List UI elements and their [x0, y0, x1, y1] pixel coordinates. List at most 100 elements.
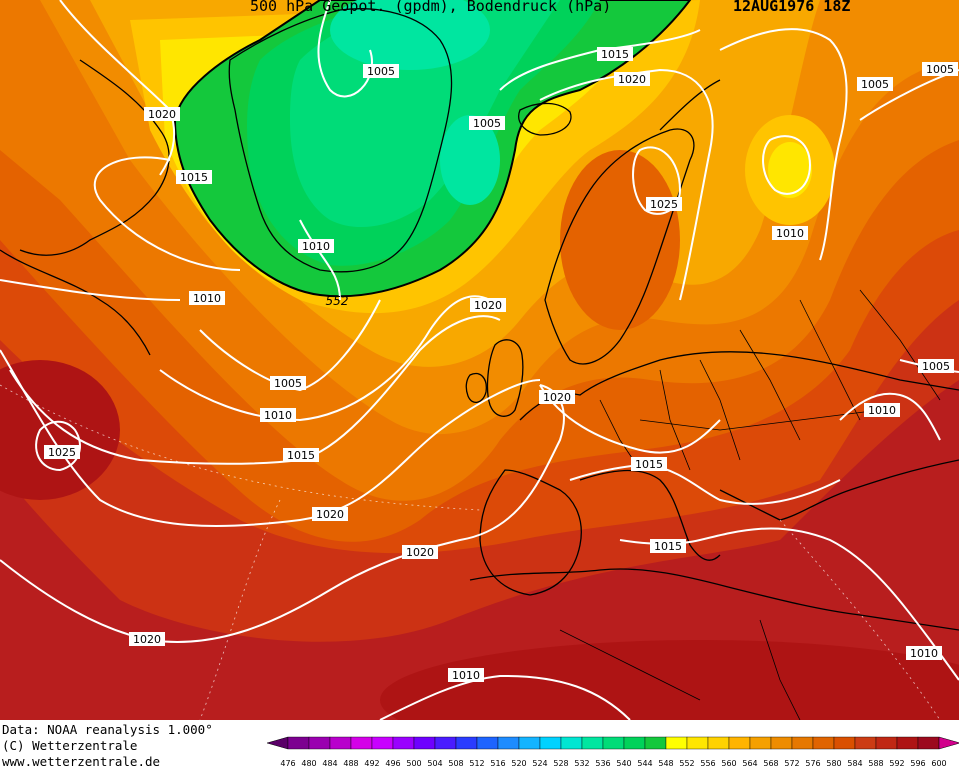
isobar-1010-russia	[719, 28, 848, 261]
warm-core-russia-inner	[768, 142, 812, 198]
legend-swatch	[581, 736, 604, 750]
isobar-1020-europe	[539, 384, 721, 454]
legend-tick-label: 540	[616, 759, 631, 768]
legend-tick-label: 500	[406, 759, 421, 768]
isobars	[0, 0, 959, 720]
legend-tick-label: 516	[490, 759, 505, 768]
isobar-1020-south	[0, 384, 565, 643]
high-core-africa	[380, 640, 959, 720]
isobar-label: 1005	[363, 64, 399, 78]
isobar-label: 1015	[650, 539, 686, 553]
isobar-label-text: 1005	[473, 117, 501, 130]
isobar-label: 1010	[864, 403, 900, 417]
graticule-lat	[0, 384, 481, 511]
data-source-text: Data: NOAA reanalysis 1.000°	[2, 722, 213, 737]
isobar-label-text: 1015	[654, 540, 682, 553]
geopotential-552-label: 552	[326, 294, 349, 308]
legend-tick-label: 480	[301, 759, 316, 768]
iberia-coast	[479, 469, 582, 596]
weather-map: 1005 1015 1020 1005 1020 1015 1005 1025 …	[0, 0, 959, 720]
legend-tick-label: 580	[826, 759, 841, 768]
isobar-label: 1020	[539, 390, 575, 404]
legend-swatch	[749, 736, 772, 750]
border-5	[799, 299, 861, 421]
legend-tick-label: 520	[511, 759, 526, 768]
legend-swatch	[644, 736, 667, 750]
isobar-label-text: 1005	[861, 78, 889, 91]
great-britain-coast	[486, 339, 524, 417]
legend-tick-label: 568	[763, 759, 778, 768]
isobar-label: 1015	[597, 47, 633, 61]
isobar-label: 1020	[402, 545, 438, 559]
isobar-label-text: 1010	[264, 409, 292, 422]
isobar-1020-west	[59, 0, 176, 176]
legend-swatch	[791, 736, 814, 750]
isobar-1020-north	[539, 68, 714, 301]
legend-swatch	[560, 736, 583, 750]
legend-swatch	[875, 736, 898, 750]
legend-tick-label: 588	[868, 759, 883, 768]
legend-tick-label: 592	[889, 759, 904, 768]
high-core-atlantic	[0, 360, 120, 500]
legend-swatch	[728, 736, 751, 750]
isobar-1015-europe	[569, 463, 841, 505]
isobar-label: 1015	[283, 448, 319, 462]
legend-swatch	[623, 736, 646, 750]
legend-tick-label: 528	[553, 759, 568, 768]
legend-arrow-left	[266, 736, 289, 750]
ireland-coast	[465, 372, 487, 403]
legend-tick-label: 536	[595, 759, 610, 768]
balkans-turkey-coast	[719, 459, 959, 521]
map-title: 500 hPa Geopot. (gpdm), Bodendruck (hPa)	[250, 0, 612, 15]
isobar-label-text: 1020	[406, 546, 434, 559]
isobar-1010-east	[839, 392, 941, 441]
isobar-label: 1010	[772, 226, 808, 240]
border-7	[639, 409, 881, 431]
isobar-label-text: 1020	[618, 73, 646, 86]
isobar-label: 1005	[918, 359, 954, 373]
legend-tick-label: 548	[658, 759, 673, 768]
legend-swatch	[476, 736, 499, 750]
legend-swatch	[686, 736, 709, 750]
isobar-label-text: 1005	[922, 360, 950, 373]
legend-tick-label: 512	[469, 759, 484, 768]
isobar-label: 1010	[189, 291, 225, 305]
isobar-label-text: 1010	[868, 404, 896, 417]
isobar-label-text: 1010	[302, 240, 330, 253]
legend-swatch	[350, 736, 373, 750]
labrador-coast	[0, 249, 151, 356]
isobar-label: 1020	[144, 107, 180, 121]
iceland-coast	[518, 102, 572, 136]
legend-swatch	[854, 736, 877, 750]
legend-swatch	[434, 736, 457, 750]
isobar-1015-west	[93, 156, 241, 271]
legend-swatch	[371, 736, 394, 750]
legend-arrow-right	[938, 736, 959, 750]
isobar-label: 1010	[906, 646, 942, 660]
kola-coast	[659, 79, 721, 131]
isobar-label: 1010	[260, 408, 296, 422]
isobar-label-text: 1020	[148, 108, 176, 121]
greenland-coast	[228, 8, 453, 273]
isobar-label: 1010	[448, 668, 484, 682]
border-4	[739, 329, 801, 441]
legend-swatch	[497, 736, 520, 750]
france-italy-coast	[579, 469, 721, 561]
isobar-label-text: 1005	[274, 377, 302, 390]
isobar-label: 1005	[922, 62, 958, 76]
isobar-label-text: 1005	[367, 65, 395, 78]
isobar-label-text: 1020	[316, 508, 344, 521]
isobar-1005-russia	[762, 135, 812, 195]
isobar-1010-south	[379, 674, 631, 720]
legend-swatch	[917, 736, 940, 750]
country-borders	[559, 289, 941, 720]
isobar-label: 1020	[614, 72, 650, 86]
isobar-label-text: 1005	[926, 63, 954, 76]
isobar-label-text: 1010	[193, 292, 221, 305]
isobar-label: 1015	[631, 457, 667, 471]
legend-tick-label: 488	[343, 759, 358, 768]
isobar-label: 1025	[646, 197, 682, 211]
isobar-label: 1020	[470, 298, 506, 312]
legend-tick-label: 524	[532, 759, 547, 768]
